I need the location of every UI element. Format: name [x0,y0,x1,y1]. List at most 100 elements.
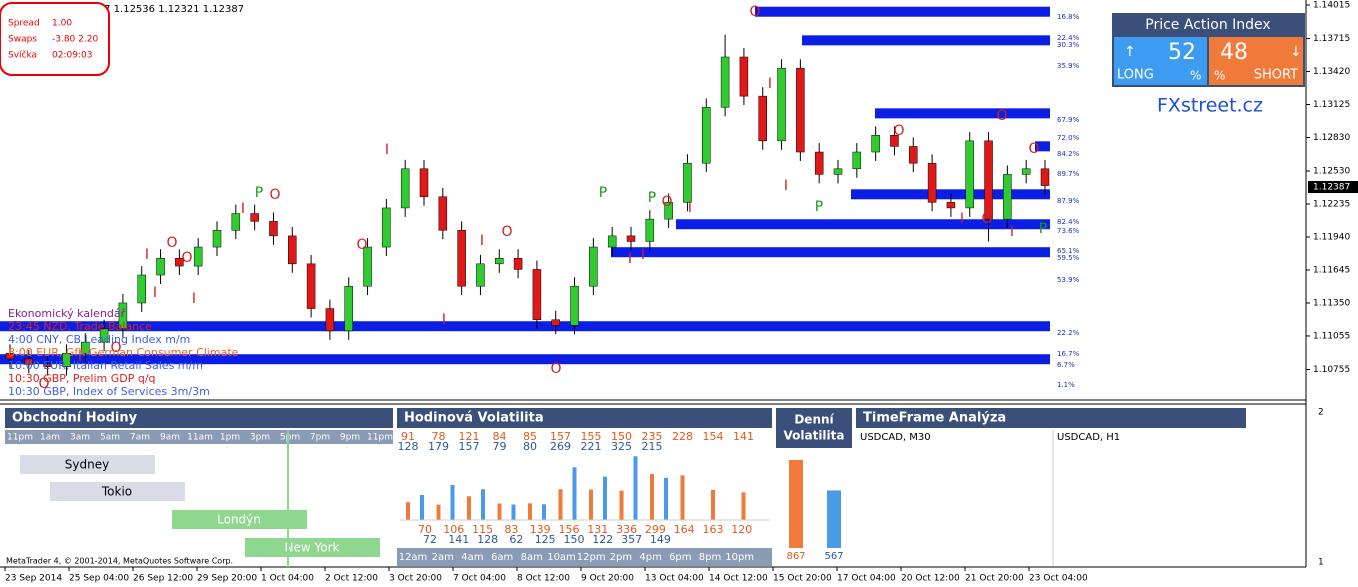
vol-bottom: 149 [650,533,671,546]
session-label: Sydney [65,458,109,472]
vol-top: 155 [581,430,602,443]
hour-label: 6am [491,552,513,563]
y-tick-label: 1.11350 [1313,298,1350,308]
pattern-marker: O [269,187,280,203]
hour-label: 10am [547,552,576,563]
y-tick-label: 1.11940 [1313,233,1350,243]
info-value: 1.00 [52,19,72,29]
pattern-marker: P [255,185,263,201]
level-zone [676,219,1050,230]
candle-body [664,202,673,220]
candle-body [532,269,542,320]
vol-bar [572,467,577,520]
level-label: 16.8% [1057,13,1080,21]
x-tick-label: 15 Oct 20:00 [773,574,832,584]
price-action-widget: Price Action Index ↑ ↓ 52 48 LONG % % SH… [1112,13,1305,117]
calendar-item: 23:45 NZD, Trade Balance [8,320,152,333]
level-label: 6.7% [1057,361,1075,369]
vol-bottom: 299 [645,523,666,536]
level-label: 65.1% [1057,247,1080,255]
candle-body [269,221,278,237]
candle-body [306,263,316,309]
level-zone [0,354,1050,365]
pattern-marker: I [688,200,692,216]
vol-bar [664,477,668,520]
hour-bar [5,430,393,444]
vol-bar [497,503,502,520]
calendar-item: 10:30 GBP, Index of Services 3m/3m [8,385,210,398]
vol-top: 79 [493,440,507,453]
x-tick-label: 9 Oct 20:00 [581,574,634,584]
pattern-marker: I [628,251,632,267]
pattern-marker: O [996,108,1007,124]
candle-body [833,168,843,175]
session-label: Tokio [101,485,132,499]
panel-header [776,408,852,448]
pattern-marker: I [641,247,645,263]
site: FXstreet.cz [1157,95,1263,117]
vol-bottom: 122 [592,533,613,546]
info-value: -3.80 2.20 [52,35,98,45]
price-tag-bg [1308,181,1358,194]
candle-body [570,285,579,326]
hour-label: 12pm [577,552,606,563]
pattern-marker: I [960,211,964,227]
candle-body [193,246,203,267]
percent: % [1190,69,1201,83]
vol-bottom: 106 [443,523,464,536]
vol-top: 91 [401,430,415,443]
hour-label: 9pm [340,433,360,443]
daily-bar [827,490,841,548]
candle-body [946,202,956,209]
candle-body [495,257,504,265]
level-label: 16.7% [1057,350,1080,358]
vol-bottom: 62 [509,533,523,546]
vol-bottom: 70 [418,523,432,536]
candle-body [513,257,523,270]
x-tick-label: 29 Sep 20:00 [197,574,257,584]
vol-top: 128 [398,440,419,453]
level-zone [802,35,1050,46]
level-label: 22.2% [1057,329,1080,337]
daily-value: 867 [786,551,805,562]
candle-body [927,162,937,203]
indicator-tick: 2 [1318,408,1324,418]
y-tick-label: 1.13420 [1313,67,1350,77]
vol-bar [450,484,455,520]
candle-body [1021,168,1031,175]
short-value: 48 [1220,40,1248,65]
hour-label: 4am [461,552,483,563]
hour-label: 4pm [639,552,661,563]
level-label: 53.9% [1057,276,1080,284]
level-label: 73.6% [1057,227,1080,235]
vol-bottom: 72 [423,533,437,546]
candle-body [645,218,655,242]
vol-top: 85 [523,430,537,443]
candle-body [5,353,15,360]
candle-body [871,135,880,153]
daily-value: 567 [824,551,843,562]
level-label: 84.2% [1057,150,1080,158]
vol-bar [558,489,563,520]
hour-label: 12am [399,552,428,563]
candle-body [909,146,918,164]
hour-label: 9am [160,433,180,443]
level-label: 35.9% [1057,62,1080,70]
vol-top: 154 [703,430,724,443]
vol-bar [589,489,593,520]
pattern-marker: I [538,305,542,321]
y-tick-label: 1.11645 [1313,265,1350,275]
candle-body [476,263,485,287]
session-bar [50,482,185,501]
candle-body [382,207,391,248]
x-tick-label: 25 Sep 04:00 [69,574,129,584]
vol-top: 215 [642,440,663,453]
vol-top: 228 [672,430,693,443]
pattern-marker: O [981,211,992,227]
vol-top: 141 [733,430,754,443]
candle-body [457,230,466,287]
vol-top: 84 [493,430,507,443]
level-zone [1035,141,1050,152]
calendar-item: 8:00 EUR, GfK German Consumer Climate [8,346,239,359]
daily-bar [789,460,803,548]
